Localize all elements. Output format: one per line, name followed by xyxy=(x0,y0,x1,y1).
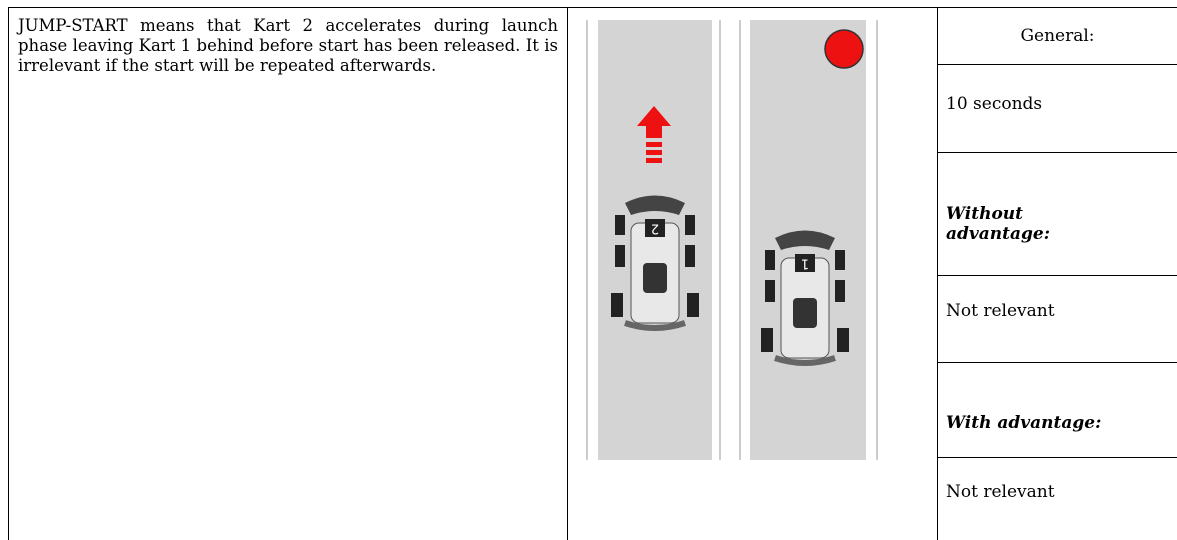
border xyxy=(937,457,1177,458)
border xyxy=(937,275,1177,276)
cell: Without advantage: xyxy=(946,204,1051,244)
border xyxy=(937,152,1177,153)
border xyxy=(8,7,1177,8)
border xyxy=(937,362,1177,363)
cell: Not relevant xyxy=(946,482,1055,502)
arrow xyxy=(637,106,671,138)
border xyxy=(937,7,938,540)
cell: Not relevant xyxy=(946,301,1055,321)
track-graphic: 2 1 xyxy=(586,20,878,460)
cell: 10 seconds xyxy=(946,94,1043,114)
border xyxy=(567,7,568,540)
border xyxy=(937,64,1177,65)
kart: 2 xyxy=(611,195,699,331)
start-light xyxy=(824,29,864,69)
cell: General: xyxy=(1020,26,1095,46)
kart-number: 1 xyxy=(801,256,809,271)
cell: With advantage: xyxy=(946,413,1102,433)
kart-number: 2 xyxy=(651,221,659,236)
description: JUMP-START means that Kart 2 accelerates… xyxy=(18,16,558,75)
border xyxy=(8,7,9,540)
kart: 1 xyxy=(761,230,849,366)
